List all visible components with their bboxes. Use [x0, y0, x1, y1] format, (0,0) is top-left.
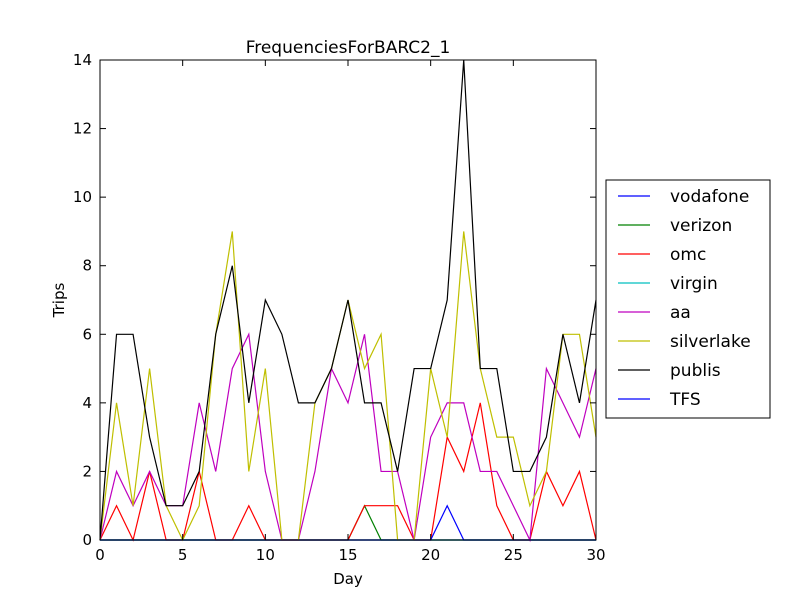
- legend-label-verizon: verizon: [670, 216, 732, 236]
- legend-label-vodafone: vodafone: [670, 187, 749, 207]
- axis-ticks: 0 5 10 15 20 25 30 0 2 4 6 8 10 12 14: [73, 51, 606, 564]
- x-tick-label: 10: [256, 546, 275, 564]
- y-tick-label: 10: [73, 188, 92, 206]
- x-tick-label: 0: [95, 546, 105, 564]
- series-line-aa: [99, 332, 597, 543]
- chart-title: FrequenciesForBARC2_1: [246, 38, 451, 58]
- y-tick-label: 6: [82, 325, 92, 343]
- series-line-publis: [99, 59, 597, 541]
- y-axis-label: Trips: [50, 283, 68, 319]
- y-tick-label: 14: [73, 51, 92, 69]
- y-tick-label: 8: [82, 257, 92, 275]
- legend-label-aa: aa: [670, 303, 691, 323]
- x-axis-label: Day: [333, 570, 363, 588]
- legend-label-silverlake: silverlake: [670, 332, 751, 352]
- legend: vodafone verizon omc virgin aa silverlake publ…: [605, 179, 771, 419]
- y-tick-label: 0: [82, 531, 92, 549]
- x-tick-label: 20: [421, 546, 440, 564]
- y-tick-label: 2: [82, 462, 92, 480]
- x-tick-label: 25: [504, 546, 523, 564]
- legend-label-tfs: TFS: [669, 390, 701, 410]
- legend-frame: [605, 179, 771, 419]
- legend-label-publis: publis: [670, 361, 721, 381]
- series-layer: [99, 59, 597, 543]
- x-tick-label: 5: [178, 546, 188, 564]
- y-tick-label: 12: [73, 120, 92, 138]
- legend-label-virgin: virgin: [670, 274, 718, 294]
- x-tick-label: 30: [586, 546, 605, 564]
- legend-label-omc: omc: [670, 245, 706, 265]
- y-tick-label: 4: [82, 394, 92, 412]
- series-line-silverlake: [99, 231, 597, 542]
- x-tick-label: 15: [338, 546, 357, 564]
